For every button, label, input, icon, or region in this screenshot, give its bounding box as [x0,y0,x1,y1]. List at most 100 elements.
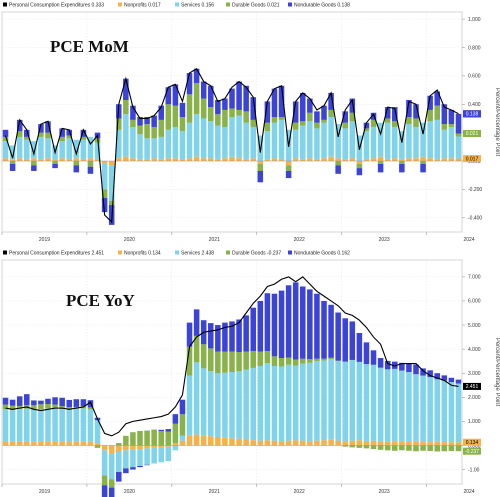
bar-services [314,361,320,441]
bar-durable [158,431,164,446]
bar-durable [406,445,412,451]
bar-nondurable [321,105,327,120]
bar-durable [222,351,228,373]
panel-title: PCE MoM [50,37,129,56]
bar-services [271,365,278,441]
bar-services [257,365,264,441]
bar-nonprofits [229,438,235,446]
bar-durable [45,404,51,409]
bar-nondurable [158,105,164,120]
bar-nonprofits [236,158,242,162]
bar-durable [59,136,65,142]
bar-nondurable [9,163,16,171]
bar-durable [101,189,108,198]
bar-services [335,361,341,441]
bar-durable [116,443,122,446]
bar-services [370,126,377,159]
bar-durable [66,135,72,139]
bar-services [448,126,455,159]
bar-nondurable [328,304,334,358]
last-value-box [463,382,481,390]
bar-nonprofits [186,435,193,446]
bar-nonprofits [151,158,157,162]
bar-nonprofits [441,442,448,446]
bar-services [278,366,285,442]
legend-swatch [3,250,7,255]
bar-nonprofits [31,442,37,446]
bar-durable [307,359,313,363]
bar-durable [200,344,207,369]
x-tick-label: 2023 [379,489,390,495]
bar-nonprofits [427,158,433,162]
bar-services [165,446,172,462]
bar-durable [87,161,94,167]
bar-durable [229,108,235,118]
bar-nondurable [87,166,94,174]
bar-services [243,369,249,440]
bar-services [363,364,370,442]
bar-nonprofits [87,158,94,162]
bar-nonprofits [9,159,16,162]
bar-durable [271,356,278,366]
x-tick-label: 2022 [294,237,305,243]
bar-nondurable [455,113,462,134]
bar-durable [52,404,58,409]
bar-services [222,372,228,438]
bar-durable [335,161,341,166]
bar-durable [377,445,384,450]
bar-durable [413,445,419,452]
bar-services [108,453,115,480]
bar-nonprofits [116,158,122,162]
bar-nondurable [363,122,370,129]
bar-durable [455,133,462,137]
bar-services [377,367,384,442]
bar-nonprofits [165,158,172,162]
bar-durable [434,105,440,120]
bar-nondurable [123,78,129,100]
bar-nondurable [66,129,72,136]
bar-durable [356,163,363,169]
bar-nonprofits [108,445,115,454]
bar-nonprofits [300,159,306,162]
bar-services [73,139,80,159]
bar-nondurable [321,300,327,359]
bar-nonprofits [413,158,419,162]
bar-services [59,409,65,442]
bar-services [179,131,186,160]
bar-durable [399,445,405,451]
bar-services [215,373,221,438]
bar-nonprofits [250,158,256,162]
bar-nonprofits [52,159,58,162]
bar-nondurable [377,163,384,173]
bar-nondurable [427,95,433,110]
bar-durable [420,445,426,451]
bar-durable [66,407,72,410]
bar-nondurable [392,107,398,122]
bar-durable [31,161,37,166]
bar-durable [165,104,172,130]
bar-services [420,122,426,157]
bar-nondurable [165,87,172,105]
bar-nondurable [116,471,122,482]
bar-nonprofits [101,161,108,164]
bar-nondurable [349,98,356,113]
bar-nondurable [186,322,193,347]
bar-nonprofits [229,156,235,162]
bar-nonprofits [158,159,164,162]
pce-mom-panel: -0.400-0.2000.0000.2000.4000.6000.8001.0… [1,2,500,243]
bar-nonprofits [193,156,200,162]
bar-services [406,124,412,159]
bar-nonprofits [66,159,72,162]
bar-nondurable [151,115,157,127]
bar-nonprofits [271,440,278,446]
legend-swatch [226,2,230,7]
bar-services [31,409,37,443]
bar-services [165,129,172,159]
bar-nondurable [434,91,440,106]
bar-nondurable [179,102,186,118]
bar-services [413,374,419,442]
bar-nondurable [328,92,334,110]
bar-services [158,136,164,160]
bar-nonprofits [321,158,327,162]
bar-services [236,115,242,159]
